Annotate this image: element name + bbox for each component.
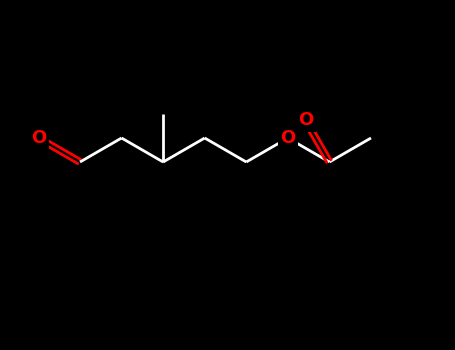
Text: O: O [280,129,295,147]
Text: O: O [298,111,313,130]
Text: O: O [31,129,46,147]
